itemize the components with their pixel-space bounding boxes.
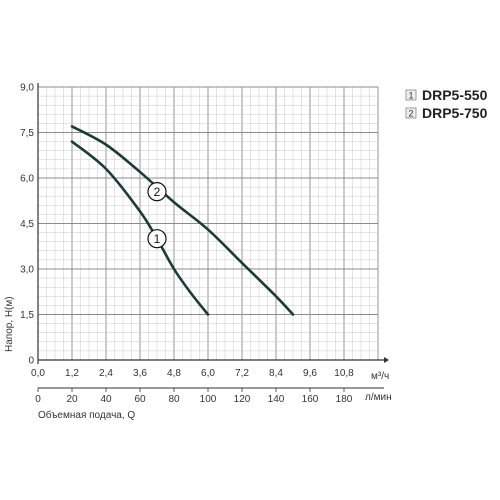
- x-tick-label: 6,0: [201, 368, 215, 379]
- y-tick-label: 1,5: [20, 310, 34, 321]
- grid: [37, 86, 379, 361]
- legend-name-1: DRP5-550: [422, 87, 488, 103]
- y-tick-label: 3,0: [20, 265, 34, 276]
- x-tick-label: 10,8: [334, 368, 354, 379]
- x2-tick-label: 160: [302, 394, 319, 405]
- x2-tick-label: 40: [100, 394, 112, 405]
- legend-number-box-1: [405, 89, 417, 101]
- series-label-1: 1: [154, 232, 161, 246]
- x2-tick-label: 20: [66, 394, 78, 405]
- series-label-circle-1: [147, 229, 167, 249]
- x-tick-label: 3,6: [133, 368, 147, 379]
- axes: [37, 83, 389, 392]
- x-tick-label: 7,2: [235, 368, 249, 379]
- x-tick-label: 8,4: [269, 368, 283, 379]
- y-axis-title: Напор, H(м): [4, 296, 15, 352]
- x2-tick-label: 60: [134, 394, 146, 405]
- y-tick-label: 9,0: [20, 83, 34, 94]
- x-axis-arrow: [384, 357, 389, 363]
- x2-tick-label: 180: [336, 394, 353, 405]
- x2-tick-label: 100: [200, 394, 217, 405]
- x-tick-label: 4,8: [167, 368, 181, 379]
- x2-tick-label: 120: [234, 394, 251, 405]
- x-tick-label: 2,4: [99, 368, 113, 379]
- x-axis-title: Объемная подача, Q: [38, 409, 135, 421]
- labels-layer: 0 1,5 3,0 4,5 6,0 7,5 9,0 0,0 1,2 2,4 3,6 4,8 6,0 7,2…: [20, 83, 354, 406]
- x2-tick-label: 0: [35, 394, 41, 405]
- x2-unit-label: л/мин: [365, 392, 392, 403]
- legend-number-box-2: [405, 107, 417, 119]
- x-unit-label: м³/ч: [371, 371, 389, 382]
- legend-number-1: 1: [408, 91, 413, 101]
- x-tick-label: 9,6: [303, 368, 317, 379]
- x-tick-label: 1,2: [65, 368, 79, 379]
- y-tick-label: 6,0: [20, 174, 34, 185]
- x2-tick-label: 140: [268, 394, 285, 405]
- series-label-2: 2: [154, 185, 161, 199]
- series-layer: 12: [70, 125, 295, 316]
- legend-number-2: 2: [408, 109, 413, 119]
- y-tick-label: 4,5: [20, 219, 34, 230]
- x-tick-label: 0,0: [31, 368, 45, 379]
- legend: 1 DRP5-550 2 DRP5-750: [405, 87, 488, 121]
- series-line-2: [70, 125, 295, 316]
- y-tick-label: 7,5: [20, 128, 34, 139]
- x2-tick-label: 80: [168, 394, 180, 405]
- series-label-circle-2: [147, 182, 167, 202]
- legend-entry-1: 1 DRP5-550: [405, 87, 488, 103]
- legend-entry-2: 2 DRP5-750: [405, 105, 488, 121]
- y-tick-label: 0: [28, 356, 34, 367]
- legend-name-2: DRP5-750: [422, 105, 488, 121]
